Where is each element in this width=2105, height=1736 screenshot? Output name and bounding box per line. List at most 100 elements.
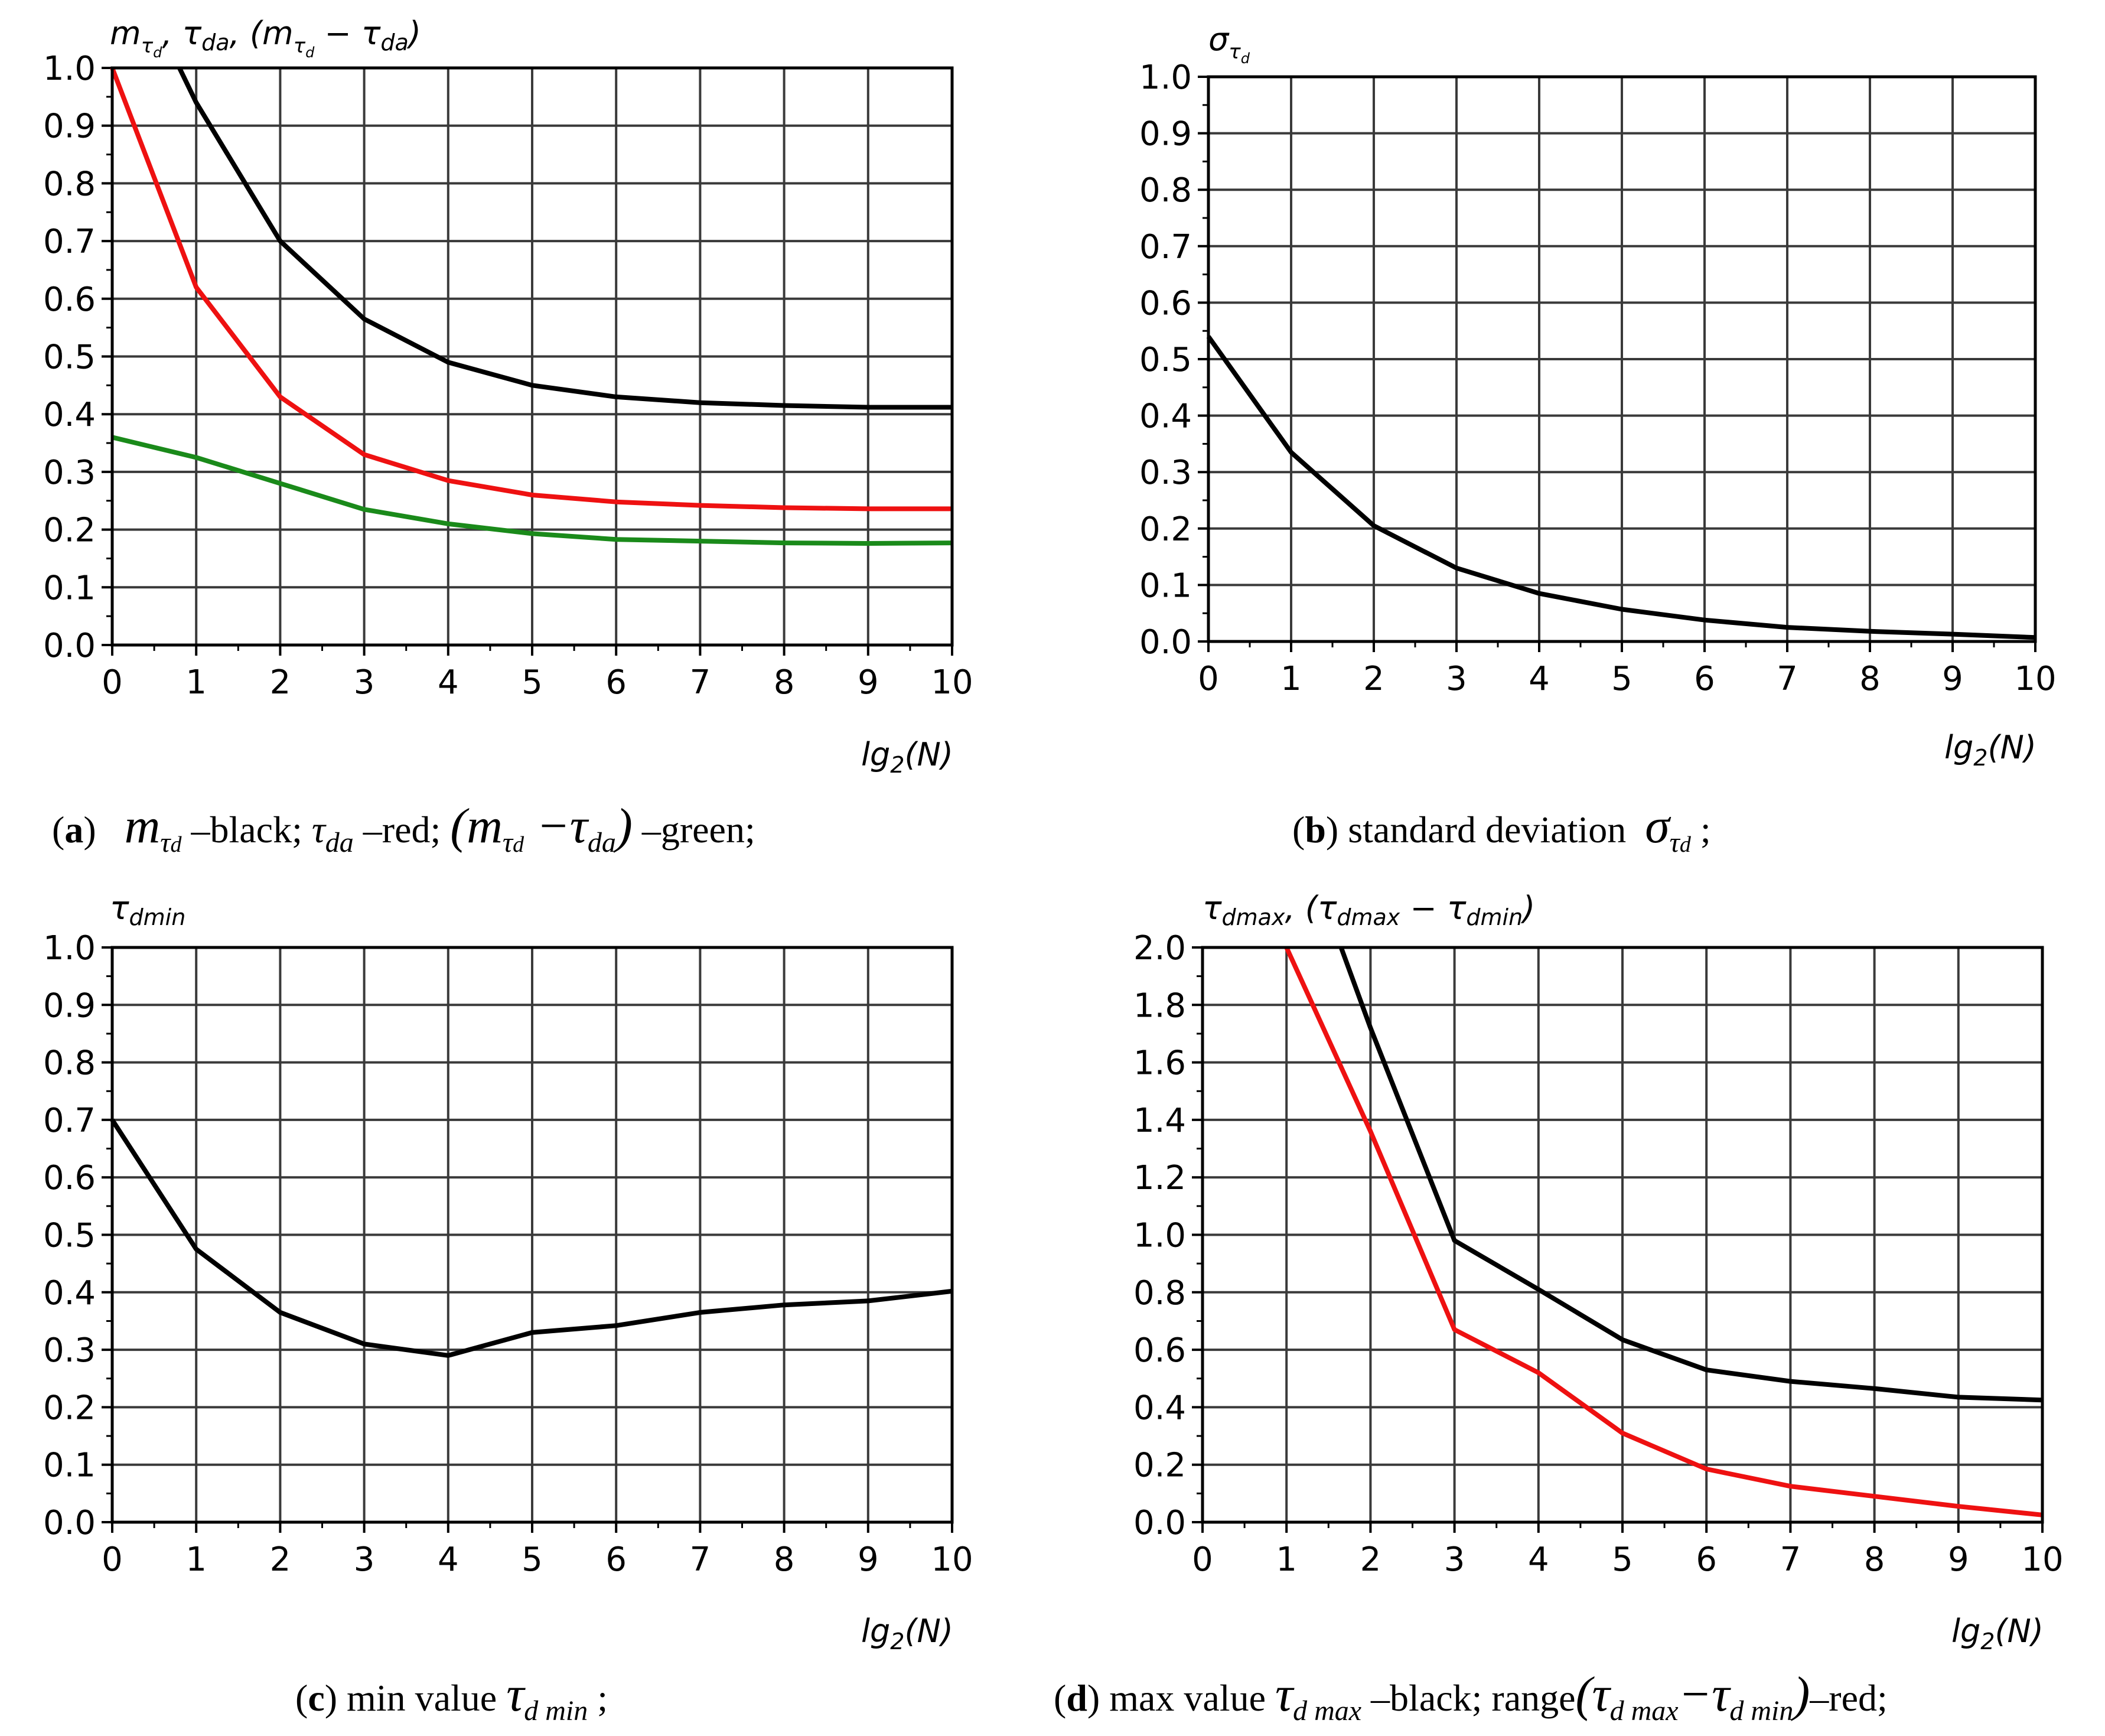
panel-d-y-tick-label: 1.2 [1133,1159,1186,1197]
panel-a-y-tick-label: 0.1 [43,569,96,607]
panel-c-xlabel: lg2(N) [861,1613,953,1654]
panel-b-y-tick-label: 0.6 [1139,284,1192,323]
panel-a-x-tick-label: 7 [690,663,711,702]
panel-d-x-tick-label: 7 [1780,1540,1801,1579]
caption-c: (c) min value τd min ; [295,1667,608,1727]
panel-b-y-tick-label: 0.4 [1139,398,1192,436]
panel-a-y-tick-label: 0.3 [43,454,96,492]
panel-c-y-tick-label: 0.6 [43,1159,96,1197]
panel-c-x-tick-label: 1 [185,1540,207,1579]
panel-d-x-tick-label: 2 [1360,1540,1381,1579]
caption-a: (a) mτd –black; τda –red; (mτd −τda) –gr… [52,799,755,858]
panel-a-y-tick-label: 0.4 [43,396,96,434]
panel-b-x-tick-label: 0 [1198,660,1219,698]
panel-b-x-tick-label: 8 [1859,660,1881,698]
panel-c-y-tick-label: 0.3 [43,1331,96,1370]
panel-d-ylabel: τdmax, (τdmax − τdmin) [1203,890,1535,930]
caption-d: (d) max value τd max –black; range(τd ma… [1054,1667,1888,1727]
panel-d-x-tick-label: 9 [1948,1540,1969,1579]
panel-d-x-tick-label: 4 [1528,1540,1549,1579]
panel-a-x-tick-label: 8 [774,663,795,702]
panel-c-y-tick-label: 1.0 [43,929,96,968]
panel-d-series-0 [1338,946,2043,1403]
panel-b-y-tick-label: 0.8 [1139,171,1192,210]
panel-a-ylabel: mτd, τda, (mτd − τda) [110,15,421,61]
panel-a-x-tick-label: 6 [605,663,627,702]
panel-b-y-tick-label: 0.7 [1139,228,1192,266]
panel-d-y-tick-label: 0.0 [1133,1504,1186,1542]
panel-d-x-tick-label: 6 [1696,1540,1717,1579]
panel-b-y-tick-label: 0.1 [1139,566,1192,605]
panel-c-ylabel: τdmin [110,890,185,930]
panel-c-x-tick-label: 0 [102,1540,123,1579]
panel-b-frame [1207,75,2037,643]
panel-b-y-tick-label: 0.2 [1139,510,1192,549]
panel-b-series-0 [1206,335,2036,640]
panel-c-frame [110,946,954,1524]
panel-a-xlabel: lg2(N) [861,736,953,778]
panel-d-x-tick-label: 8 [1864,1540,1885,1579]
panel-c-x-tick-label: 4 [438,1540,459,1579]
panel-b-x-tick-label: 6 [1694,660,1715,698]
panel-a-x-tick-label: 3 [354,663,375,702]
panel-b-x-tick-label: 2 [1363,660,1384,698]
panel-d-x-tick-label: 3 [1444,1540,1465,1579]
panel-a-series-1 [110,67,952,512]
panel-c-y-tick-label: 0.0 [43,1504,96,1542]
panel-d-y-tick-label: 0.2 [1133,1447,1186,1485]
panel-b-ylabel: στd [1208,21,1250,67]
panel-a-frame [110,66,954,647]
panel-c-y-tick-label: 0.5 [43,1217,96,1255]
panel-a-x-tick-label: 5 [522,663,543,702]
panel-a-x-tick-label: 4 [438,663,459,702]
panel-b-y-tick-label: 1.0 [1139,58,1192,97]
panel-b-y-tick-label: 0.0 [1139,623,1192,662]
panel-c-x-tick-label: 5 [522,1540,543,1579]
panel-b-x-tick-label: 3 [1446,660,1467,698]
panel-c-y-tick-label: 0.4 [43,1274,96,1312]
panel-d-y-tick-label: 1.0 [1133,1217,1186,1255]
panel-a-y-tick-label: 0.5 [43,338,96,377]
panel-c-y-tick-label: 0.9 [43,986,96,1025]
panel-c-y-tick-label: 0.8 [43,1044,96,1083]
panel-b-y-tick-label: 0.9 [1139,115,1192,154]
panel-b-x-tick-label: 4 [1529,660,1550,698]
panel-a-y-tick-label: 0.9 [43,108,96,146]
panel-c-x-tick-label: 8 [774,1540,795,1579]
panel-c-y-tick-label: 0.1 [43,1447,96,1485]
panel-c: 0 1 2 3 4 5 6 7 8 9 10 0.0 0.1 0.2 0.3 0.4 0.5 0.6 0.7 0.8 0… [43,929,973,1579]
panel-d-y-tick-label: 1.4 [1133,1102,1186,1140]
panel-c-x-tick-label: 2 [270,1540,291,1579]
panel-d-x-tick-label: 0 [1192,1540,1213,1579]
panel-d-x-tick-label: 1 [1276,1540,1297,1579]
panel-d-y-tick-label: 0.4 [1133,1389,1186,1427]
panel-a-x-tick-label: 1 [185,663,207,702]
panel-d-y-tick-label: 0.6 [1133,1331,1186,1370]
panel-a-y-tick-label: 0.6 [43,281,96,319]
panel-c-x-tick-label: 10 [931,1540,973,1579]
panel-a-series-2 [112,435,953,546]
panel-a-x-tick-label: 10 [931,663,973,702]
panel-c-x-tick-label: 3 [354,1540,375,1579]
panel-d-series-1 [1284,946,2043,1517]
panel-c-x-tick-label: 7 [690,1540,711,1579]
panel-c-y-tick-label: 0.7 [43,1102,96,1140]
panel-b-y-tick-label: 0.5 [1139,341,1192,379]
panel-d-x-tick-label: 10 [2021,1540,2063,1579]
panel-a-x-tick-label: 2 [270,663,291,702]
panel-a-y-tick-label: 1.0 [43,50,96,88]
panel-b-y-tick-label: 0.3 [1139,454,1192,492]
panel-d: 0 1 2 3 4 5 6 7 8 9 10 0.0 0.2 0.4 0.6 0.8 1.0 1.2 1.4 1.6 1… [1133,929,2064,1579]
panel-d-x-tick-label: 5 [1612,1540,1633,1579]
panel-d-frame [1201,946,2044,1524]
panel-b-x-tick-label: 1 [1280,660,1302,698]
panel-a-x-tick-label: 9 [858,663,879,702]
panel-b-xlabel: lg2(N) [1944,729,2036,771]
panel-a: 0 1 2 3 4 5 6 7 8 9 10 0.0 0.1 0.2 0.3 0.4 0.5 0.6 0.7 0.8 0… [43,50,973,702]
panel-a-y-tick-label: 0.0 [43,627,96,665]
panel-d-y-tick-label: 2.0 [1133,929,1186,968]
panel-a-x-tick-label: 0 [102,663,123,702]
panel-a-y-tick-label: 0.2 [43,512,96,550]
panel-a-y-tick-label: 0.7 [43,223,96,261]
